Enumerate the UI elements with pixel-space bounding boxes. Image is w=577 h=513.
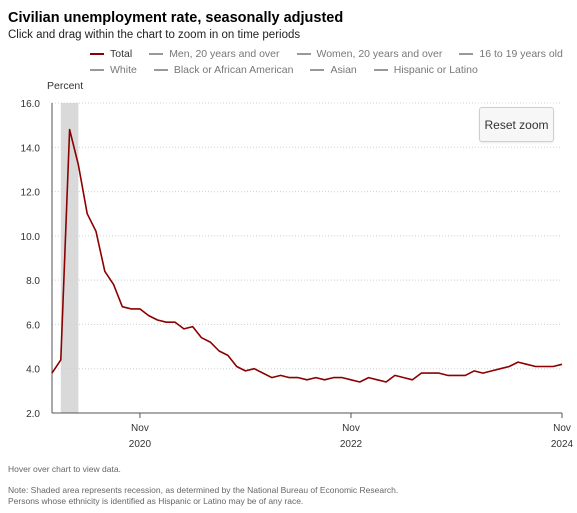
recession-shading bbox=[60, 103, 79, 413]
y-tick-label: 14.0 bbox=[21, 143, 41, 154]
legend-swatch bbox=[310, 69, 325, 71]
chart-title: Civilian unemployment rate, seasonally a… bbox=[8, 10, 344, 26]
y-tick-label: 6.0 bbox=[26, 320, 40, 331]
legend-item[interactable]: Hispanic or Latino bbox=[373, 64, 478, 76]
legend-label: Women, 20 years and over bbox=[316, 48, 443, 60]
footnote-line: Note: Shaded area represents recession, … bbox=[8, 485, 399, 495]
y-axis-label: Percent bbox=[47, 80, 83, 92]
legend-label: Total bbox=[110, 48, 133, 60]
chart-subtitle: Click and drag within the chart to zoom … bbox=[8, 29, 301, 41]
legend-item[interactable]: White bbox=[90, 64, 137, 76]
footnote: Note: Shaded area represents recession, … bbox=[8, 485, 398, 507]
series-line bbox=[51, 128, 563, 383]
y-tick-label: 8.0 bbox=[26, 276, 40, 287]
legend: Total Men, 20 years and over Women, 20 yea… bbox=[90, 46, 570, 78]
y-tick-label: 12.0 bbox=[21, 188, 41, 199]
legend-swatch bbox=[459, 53, 474, 55]
legend-label: Black or African American bbox=[173, 64, 294, 76]
y-tick-label: 4.0 bbox=[26, 365, 40, 376]
legend-item[interactable]: Women, 20 years and over bbox=[296, 48, 443, 60]
y-tick-label: 16.0 bbox=[21, 99, 41, 110]
legend-label: Men, 20 years and over bbox=[169, 48, 280, 60]
legend-swatch bbox=[153, 69, 168, 71]
footnote-line: Persons whose ethnicity is identified as… bbox=[8, 496, 304, 506]
legend-row: White Black or African American Asian Hispa… bbox=[90, 62, 570, 78]
legend-item[interactable]: Asian bbox=[310, 64, 357, 76]
legend-item[interactable]: 16 to 19 years old bbox=[459, 48, 563, 60]
line-chart[interactable]: 2.0 4.0 6.0 8.0 10.0 12.0 14.0 16.0 Percent Nov 20… bbox=[0, 78, 577, 460]
y-tick-label: 10.0 bbox=[21, 232, 41, 243]
hover-note: Hover over chart to view data. bbox=[8, 464, 121, 474]
chart-area[interactable]: 2.0 4.0 6.0 8.0 10.0 12.0 14.0 16.0 Percent Nov 20… bbox=[0, 78, 577, 460]
legend-item[interactable]: Total bbox=[90, 48, 132, 60]
legend-item[interactable]: Black or African American bbox=[153, 64, 294, 76]
legend-row: Total Men, 20 years and over Women, 20 yea… bbox=[90, 46, 570, 62]
reset-zoom-button[interactable]: Reset zoom bbox=[479, 107, 554, 142]
legend-swatch bbox=[149, 53, 164, 55]
legend-label: Hispanic or Latino bbox=[393, 64, 478, 76]
legend-swatch bbox=[90, 69, 104, 71]
x-tick-label-month: Nov bbox=[553, 423, 571, 434]
legend-item[interactable]: Men, 20 years and over bbox=[149, 48, 280, 60]
legend-swatch bbox=[373, 69, 388, 71]
legend-swatch bbox=[90, 53, 104, 55]
x-tick-label-year: 2022 bbox=[340, 439, 363, 450]
x-tick-label-month: Nov bbox=[131, 423, 149, 434]
x-tick-label-year: 2024 bbox=[551, 439, 574, 450]
legend-label: Asian bbox=[330, 64, 357, 76]
legend-swatch bbox=[296, 53, 311, 55]
x-tick-label-month: Nov bbox=[342, 423, 360, 434]
x-tick-label-year: 2020 bbox=[129, 439, 152, 450]
legend-label: 16 to 19 years old bbox=[479, 48, 563, 60]
y-tick-label: 2.0 bbox=[26, 409, 40, 420]
legend-label: White bbox=[110, 64, 137, 76]
